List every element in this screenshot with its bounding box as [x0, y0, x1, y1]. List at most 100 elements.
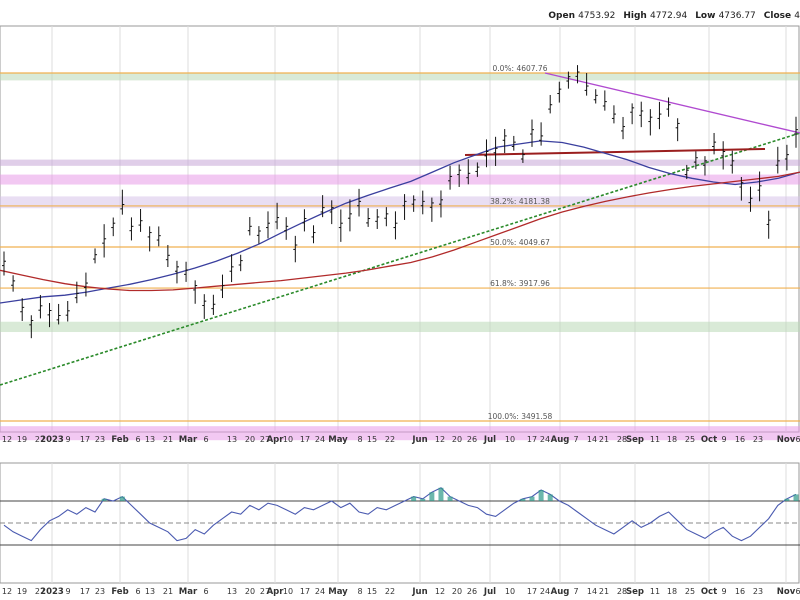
fib-label: 61.8%: 3917.96 [490, 279, 550, 288]
price-zone [0, 426, 800, 441]
fib-label: 38.2%: 4181.38 [490, 197, 550, 206]
x-tick-label: 17 [300, 435, 310, 444]
x-tick-label-osc: 21 [163, 587, 173, 596]
x-tick-label-osc: Feb [111, 587, 128, 597]
grid-layer [0, 25, 800, 584]
x-tick-label: Mar [179, 435, 198, 445]
x-tick-label-osc: 18 [667, 587, 677, 596]
x-tick-label-osc: 17 [300, 587, 310, 596]
open-label: Open [548, 11, 575, 21]
x-tick-label-osc: 9 [721, 587, 726, 596]
moving-average-layer [0, 140, 800, 304]
x-tick-label: 10 [283, 435, 293, 444]
x-tick-label: 22 [385, 435, 395, 444]
moving-average-line [0, 140, 800, 304]
x-tick-label-osc: 22 [385, 587, 395, 596]
trendline-layer [0, 72, 800, 386]
x-tick-label: 26 [467, 435, 477, 444]
x-tick-label: 10 [505, 435, 515, 444]
x-tick-label-osc: 17 [80, 587, 90, 596]
x-tick-label-osc: 24 [315, 587, 325, 596]
x-tick-label: Jul [483, 435, 496, 445]
close-label: Close [763, 11, 792, 21]
x-tick-label: Oct [701, 435, 717, 445]
x-tick-label: 16 [735, 435, 745, 444]
x-tick-label: Jun [411, 435, 427, 445]
x-tick-label: 21 [599, 435, 609, 444]
x-tick-label: 9 [65, 435, 70, 444]
low-value: 4736.77 [718, 11, 756, 21]
price-zone [0, 174, 800, 185]
chart-header: Open 4753.92 High 4772.94 Low 4736.77 Cl… [0, 0, 800, 26]
price-zone [0, 321, 800, 333]
x-tick-label-osc: 7 [573, 587, 578, 596]
oscillator-line [3, 487, 797, 542]
x-tick-label: 13 [227, 435, 237, 444]
x-tick-label-osc: 20 [452, 587, 462, 596]
x-tick-label-osc: May [328, 587, 348, 597]
x-tick-label-osc: 20 [245, 587, 255, 596]
x-tick-label-osc: Nov [777, 587, 796, 597]
x-tick-label-osc: 23 [95, 587, 105, 596]
x-tick-label: 13 [145, 435, 155, 444]
x-tick-label-osc: 16 [735, 587, 745, 596]
x-tick-label: 2023 [40, 435, 64, 445]
open-value: 4753.92 [578, 11, 616, 21]
x-tick-label: Aug [551, 435, 570, 445]
x-tick-label-osc: 23 [753, 587, 763, 596]
x-tick-label-osc: Oct [701, 587, 717, 597]
x-tick-label-osc: Aug [551, 587, 570, 597]
price-zone [0, 196, 800, 209]
x-tick-label-osc: 10 [505, 587, 515, 596]
oscillator-panel [0, 487, 800, 546]
high-label: High [623, 11, 647, 21]
x-tick-label-osc: 9 [65, 587, 70, 596]
close-value: 4 [794, 11, 800, 21]
x-tick-label-osc: 26 [467, 587, 477, 596]
x-tick-label: 27 [260, 435, 270, 444]
fib-label: 100.0%: 3491.58 [488, 412, 553, 421]
x-tick-label: Apr [267, 435, 285, 445]
x-tick-label: 7 [573, 435, 578, 444]
x-tick-label: May [328, 435, 348, 445]
fib-label: 0.0%: 4607.76 [493, 64, 548, 73]
moving-average-line [0, 171, 800, 292]
x-tick-label: 24 [315, 435, 325, 444]
x-tick-label: 8 [357, 435, 362, 444]
x-tick-label-osc: 19 [17, 587, 27, 596]
x-tick-label-osc: 15 [367, 587, 377, 596]
x-tick-label: 21 [163, 435, 173, 444]
downtrend-line [544, 72, 800, 134]
x-tick-label: 19 [17, 435, 27, 444]
x-tick-label: 27 [35, 435, 45, 444]
x-tick-label-osc: 6 [795, 587, 800, 596]
x-tick-label: 17 [527, 435, 537, 444]
x-tick-label-osc: Mar [179, 587, 198, 597]
x-tick-label: 11 [650, 435, 660, 444]
fibonacci-layer: 0.0%: 4607.76 38.2%: 4181.38 50.0%: 4049.6… [0, 64, 800, 422]
fib-label: 50.0%: 4049.67 [490, 238, 550, 247]
x-tick-label-osc: Jul [483, 587, 496, 597]
zones-layer [0, 72, 800, 441]
x-tick-label: 15 [367, 435, 377, 444]
x-tick-label-osc: 13 [145, 587, 155, 596]
ohlc-readout: Open 4753.92 High 4772.94 Low 4736.77 Cl… [548, 11, 800, 21]
x-tick-label: 20 [452, 435, 462, 444]
x-tick-label: 14 [587, 435, 597, 444]
x-tick-label-osc: 25 [685, 587, 695, 596]
x-tick-label-osc: 10 [283, 587, 293, 596]
low-label: Low [695, 11, 716, 21]
x-tick-label: 24 [540, 435, 550, 444]
x-tick-label: 12 [435, 435, 445, 444]
x-tick-label: 25 [685, 435, 695, 444]
x-tick-label: 6 [203, 435, 208, 444]
price-zone [0, 159, 800, 166]
x-tick-label: 6 [795, 435, 800, 444]
x-tick-label-osc: 27 [260, 587, 270, 596]
x-tick-label-osc: 12 [435, 587, 445, 596]
x-tick-label: 23 [753, 435, 763, 444]
high-value: 4772.94 [649, 11, 688, 21]
